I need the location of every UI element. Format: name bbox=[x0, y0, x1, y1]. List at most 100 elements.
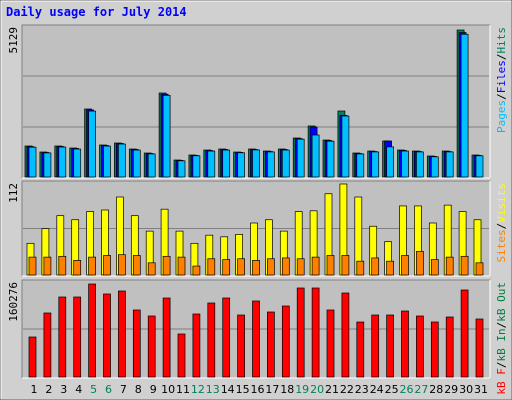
bar bbox=[267, 311, 275, 378]
x-tick-label: 30 bbox=[459, 383, 473, 396]
bar bbox=[341, 115, 350, 178]
bar bbox=[88, 256, 96, 276]
x-tick-label: 5 bbox=[90, 383, 97, 396]
bar bbox=[28, 256, 37, 276]
x-tick-label: 21 bbox=[325, 383, 339, 396]
x-tick-label: 10 bbox=[161, 383, 175, 396]
x-tick-label: 17 bbox=[265, 383, 279, 396]
bar bbox=[356, 260, 365, 276]
bar bbox=[103, 255, 111, 276]
bar bbox=[326, 309, 335, 378]
bar bbox=[311, 134, 320, 178]
bar bbox=[237, 152, 245, 178]
bar bbox=[177, 256, 186, 276]
bar bbox=[371, 257, 380, 276]
legend-entry: Files bbox=[495, 60, 508, 93]
bar bbox=[43, 256, 52, 276]
x-tick-label: 1 bbox=[31, 383, 38, 396]
y-tick-label: 160276 bbox=[7, 282, 20, 322]
bar bbox=[460, 289, 469, 378]
bar bbox=[460, 255, 469, 276]
bar bbox=[132, 149, 141, 178]
bar bbox=[416, 251, 424, 276]
bar bbox=[162, 297, 171, 378]
legend-entry: Visits bbox=[495, 183, 508, 223]
bar bbox=[430, 321, 439, 378]
legend-separator: / bbox=[495, 93, 508, 100]
x-tick-label: 22 bbox=[340, 383, 354, 396]
bar bbox=[430, 259, 439, 276]
legend: Pages/Files/Hits bbox=[495, 27, 508, 133]
bar bbox=[162, 255, 171, 276]
bar bbox=[28, 336, 37, 378]
x-tick-label: 20 bbox=[310, 383, 324, 396]
bar bbox=[401, 255, 409, 276]
bar bbox=[43, 152, 52, 178]
x-tick-label: 29 bbox=[444, 383, 458, 396]
bar bbox=[252, 300, 260, 378]
legend-entry: kB Out bbox=[495, 282, 508, 322]
x-tick-label: 31 bbox=[474, 383, 488, 396]
bar bbox=[281, 149, 290, 178]
bar bbox=[356, 153, 365, 178]
bar bbox=[267, 151, 275, 178]
bar bbox=[207, 150, 216, 178]
bar bbox=[192, 313, 201, 378]
x-tick-label: 14 bbox=[221, 383, 235, 396]
bar bbox=[147, 153, 156, 178]
bar bbox=[132, 255, 141, 276]
bar bbox=[88, 110, 96, 178]
bar bbox=[267, 258, 275, 276]
bar bbox=[237, 258, 245, 276]
bar bbox=[311, 287, 320, 378]
bar bbox=[222, 149, 231, 178]
bar bbox=[281, 305, 290, 378]
bar bbox=[401, 310, 409, 378]
bar bbox=[73, 148, 82, 178]
bar bbox=[445, 316, 454, 378]
bar bbox=[252, 260, 260, 276]
bar bbox=[445, 151, 454, 178]
bar bbox=[28, 146, 37, 178]
x-tick-label: 15 bbox=[236, 383, 250, 396]
x-tick-label: 24 bbox=[370, 383, 384, 396]
bar bbox=[147, 315, 156, 378]
bar bbox=[118, 290, 126, 378]
x-tick-label: 9 bbox=[150, 383, 157, 396]
x-tick-label: 12 bbox=[191, 383, 205, 396]
bar bbox=[341, 292, 350, 378]
bar bbox=[73, 260, 82, 276]
bar bbox=[401, 150, 409, 178]
y-tick-label: 5129 bbox=[7, 27, 20, 54]
legend-separator: / bbox=[495, 362, 508, 369]
legend-entry: Hits bbox=[495, 27, 508, 54]
bar bbox=[118, 254, 126, 276]
bar bbox=[192, 265, 201, 276]
bar bbox=[73, 296, 82, 378]
bar bbox=[371, 151, 380, 178]
bar bbox=[177, 333, 186, 378]
bar bbox=[356, 321, 365, 378]
legend-separator: / bbox=[495, 322, 508, 329]
bar bbox=[252, 149, 260, 178]
x-tick-label: 25 bbox=[385, 383, 399, 396]
bar bbox=[386, 314, 394, 378]
bar bbox=[281, 257, 290, 276]
bar bbox=[475, 155, 484, 178]
x-tick-label: 4 bbox=[75, 383, 82, 396]
legend: Sites/Visits bbox=[495, 183, 508, 263]
legend-entry: kB F bbox=[495, 368, 508, 395]
bar bbox=[296, 138, 305, 178]
bar bbox=[147, 262, 156, 276]
bar bbox=[386, 260, 394, 276]
bar bbox=[58, 146, 67, 178]
bar bbox=[475, 318, 484, 378]
bar bbox=[222, 259, 231, 276]
bar bbox=[132, 309, 141, 378]
bar bbox=[416, 151, 424, 178]
x-tick-label: 19 bbox=[295, 383, 309, 396]
bar bbox=[207, 302, 216, 378]
x-tick-label: 6 bbox=[105, 383, 112, 396]
y-tick-label: 112 bbox=[7, 183, 20, 203]
bar bbox=[58, 255, 67, 276]
